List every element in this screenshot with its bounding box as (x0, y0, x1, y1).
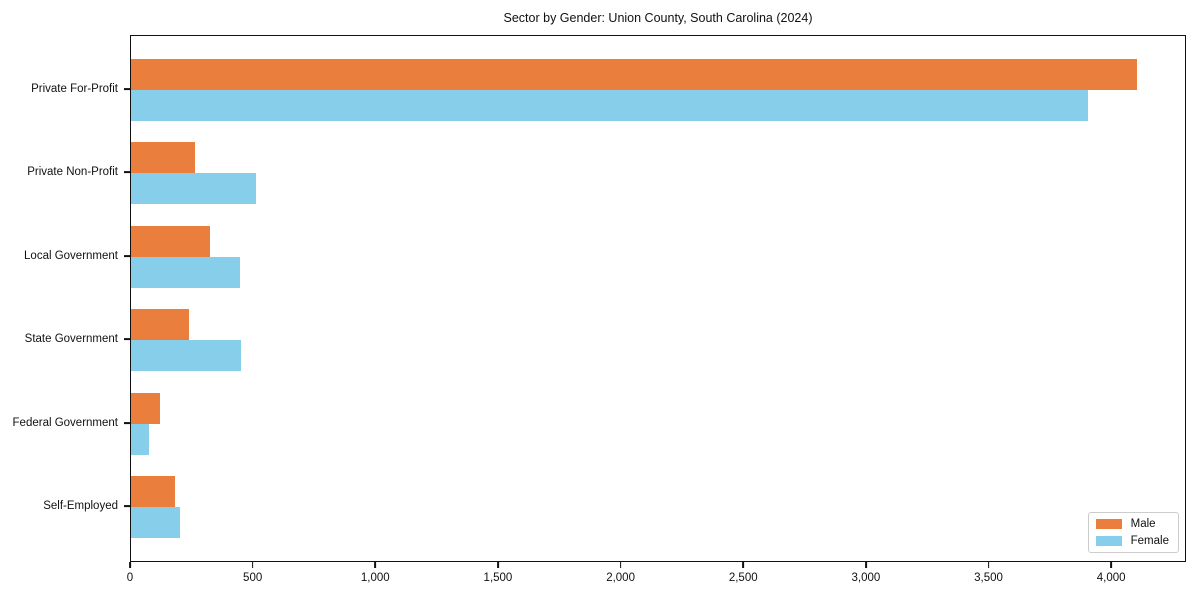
xtick-mark (129, 562, 131, 568)
ytick-label-private-for-profit: Private For-Profit (31, 83, 118, 95)
female-swatch-icon (1095, 536, 1122, 546)
xtick-label-1000: 1,000 (360, 572, 390, 584)
bar-male-local-government (131, 225, 210, 257)
bar-male-federal-government (131, 392, 161, 424)
legend-item-male: Male (1095, 518, 1169, 530)
bar-female-state-government (131, 340, 242, 372)
xtick-mark (251, 562, 254, 568)
chart-title: Sector by Gender: Union County, South Ca… (503, 11, 813, 25)
bar-female-self-employed (131, 507, 181, 539)
ytick-mark (124, 255, 130, 257)
xtick-label-1500: 1,500 (483, 572, 513, 584)
legend-label-female: Female (1130, 535, 1169, 547)
xtick-label-2000: 2,000 (606, 572, 635, 584)
xtick-label-500: 500 (243, 572, 263, 584)
xtick-mark (619, 562, 622, 568)
ytick-label-state-government: State Government (24, 333, 118, 346)
ytick-mark (124, 421, 130, 424)
xtick-mark (864, 562, 867, 568)
bar-female-local-government (131, 256, 241, 288)
legend: Male Female (1087, 512, 1179, 553)
bar-female-private-non-profit (131, 173, 257, 205)
ytick-label-local-government: Local Government (24, 249, 118, 262)
bar-male-private-for-profit (131, 59, 1137, 90)
xtick-label-4000: 4,000 (1096, 572, 1126, 584)
bar-female-federal-government (131, 423, 150, 455)
xtick-label-0: 0 (126, 572, 134, 584)
legend-label-male: Male (1130, 518, 1156, 530)
ytick-mark (124, 505, 130, 508)
xtick-label-3500: 3,500 (974, 572, 1003, 584)
legend-item-female: Female (1095, 535, 1169, 547)
bar-female-private-for-profit (131, 90, 1088, 121)
ytick-label-federal-government: Federal Government (12, 416, 118, 429)
xtick-label-3000: 3,000 (851, 572, 881, 584)
bar-male-private-non-profit (131, 142, 195, 174)
ytick-label-self-employed: Self-Employed (43, 500, 118, 513)
ytick-label-private-non-profit: Private Non-Profit (27, 166, 118, 179)
xtick-mark (497, 562, 499, 568)
ytick-mark (124, 171, 130, 174)
xtick-label-2500: 2,500 (728, 572, 758, 584)
xtick-mark (374, 562, 377, 568)
plot-area: Male Female (130, 35, 1186, 562)
xtick-mark (742, 562, 745, 568)
ytick-mark (124, 88, 130, 90)
bar-male-self-employed (131, 476, 176, 508)
ytick-mark (124, 338, 130, 341)
xtick-mark (1110, 562, 1113, 568)
xtick-mark (987, 562, 990, 568)
male-swatch-icon (1095, 519, 1122, 529)
bar-male-state-government (131, 309, 189, 341)
